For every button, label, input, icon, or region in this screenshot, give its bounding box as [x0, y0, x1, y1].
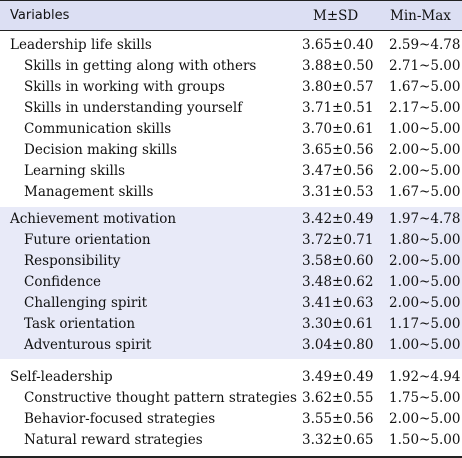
mean-sd-value: 3.31±0.53 [302, 184, 374, 200]
min-max-value: 1.67~5.00 [389, 79, 461, 95]
variable-label: Management skills [24, 184, 154, 200]
variable-label: Task orientation [24, 316, 136, 332]
variable-label: Constructive thought pattern strategies [24, 390, 297, 406]
variable-label: Natural reward strategies [24, 432, 203, 448]
table-row: Management skills 3.31±0.53 1.67~5.00 [0, 182, 462, 203]
min-max-value: 2.00~5.00 [389, 142, 461, 158]
mean-sd-value: 3.72±0.71 [302, 232, 374, 248]
min-max-value: 2.17~5.00 [389, 100, 461, 116]
header-mean-sd: M±SD [313, 8, 359, 24]
variable-label: Skills in understanding yourself [24, 100, 243, 116]
variable-label: Decision making skills [24, 142, 178, 158]
table-section: Achievement motivation 3.42±0.49 1.97~4.78… [0, 207, 462, 359]
table-row: Behavior-focused strategies 3.55±0.56 2.00… [0, 409, 462, 430]
table-row: Future orientation 3.72±0.71 1.80~5.00 [0, 230, 462, 251]
mean-sd-value: 3.88±0.50 [302, 58, 374, 74]
mean-sd-value: 3.70±0.61 [302, 121, 374, 137]
table-row: Adventurous spirit 3.04±0.80 1.00~5.00 [0, 335, 462, 356]
variable-label: Learning skills [24, 163, 126, 179]
min-max-value: 1.92~4.94 [389, 369, 461, 385]
mean-sd-value: 3.58±0.60 [302, 253, 374, 269]
table-section: Leadership life skills 3.65±0.40 2.59~4.78… [0, 33, 462, 205]
table-row: Responsibility 3.58±0.60 2.00~5.00 [0, 251, 462, 272]
mean-sd-value: 3.49±0.49 [302, 369, 374, 385]
mean-sd-value: 3.55±0.56 [302, 411, 374, 427]
mean-sd-value: 3.41±0.63 [302, 295, 374, 311]
min-max-value: 1.50~5.00 [389, 432, 461, 448]
section-heading-row: Achievement motivation 3.42±0.49 1.97~4.78 [0, 209, 462, 230]
header-variables: Variables [10, 8, 70, 23]
table-header: Variables M±SD Min-Max [0, 0, 462, 31]
table-row: Skills in working with groups 3.80±0.57 1.… [0, 77, 462, 98]
min-max-value: 1.17~5.00 [389, 316, 461, 332]
table-row: Skills in understanding yourself 3.71±0.5… [0, 98, 462, 119]
section-name: Self-leadership [10, 369, 113, 385]
min-max-value: 1.75~5.00 [389, 390, 461, 406]
min-max-value: 1.67~5.00 [389, 184, 461, 200]
mean-sd-value: 3.71±0.51 [302, 100, 374, 116]
mean-sd-value: 3.65±0.56 [302, 142, 374, 158]
header-min-max: Min-Max [390, 8, 451, 24]
mean-sd-value: 3.04±0.80 [302, 337, 374, 353]
section-heading-row: Leadership life skills 3.65±0.40 2.59~4.78 [0, 35, 462, 56]
variable-label: Future orientation [24, 232, 151, 248]
min-max-value: 2.00~5.00 [389, 163, 461, 179]
min-max-value: 1.00~5.00 [389, 121, 461, 137]
mean-sd-value: 3.80±0.57 [302, 79, 374, 95]
variable-label: Communication skills [24, 121, 172, 137]
variable-label: Skills in getting along with others [24, 58, 257, 74]
min-max-value: 1.00~5.00 [389, 274, 461, 290]
min-max-value: 2.00~5.00 [389, 253, 461, 269]
table-row: Learning skills 3.47±0.56 2.00~5.00 [0, 161, 462, 182]
table-row: Decision making skills 3.65±0.56 2.00~5.00 [0, 140, 462, 161]
min-max-value: 2.71~5.00 [389, 58, 461, 74]
section-name: Leadership life skills [10, 37, 152, 53]
mean-sd-value: 3.65±0.40 [302, 37, 374, 53]
min-max-value: 1.00~5.00 [389, 337, 461, 353]
min-max-value: 2.00~5.00 [389, 411, 461, 427]
table-row: Confidence 3.48±0.62 1.00~5.00 [0, 272, 462, 293]
variable-label: Behavior-focused strategies [24, 411, 216, 427]
section-heading-row: Self-leadership 3.49±0.49 1.92~4.94 [0, 367, 462, 388]
variable-label: Responsibility [24, 253, 121, 269]
variable-label: Challenging spirit [24, 295, 148, 311]
mean-sd-value: 3.32±0.65 [302, 432, 374, 448]
table-row: Communication skills 3.70±0.61 1.00~5.00 [0, 119, 462, 140]
table-row: Task orientation 3.30±0.61 1.17~5.00 [0, 314, 462, 335]
min-max-value: 2.59~4.78 [389, 37, 461, 53]
mean-sd-value: 3.30±0.61 [302, 316, 374, 332]
mean-sd-value: 3.48±0.62 [302, 274, 374, 290]
min-max-value: 1.80~5.00 [389, 232, 461, 248]
min-max-value: 1.97~4.78 [389, 211, 461, 227]
table-bottom-rule [0, 456, 462, 458]
mean-sd-value: 3.42±0.49 [302, 211, 374, 227]
mean-sd-value: 3.62±0.55 [302, 390, 374, 406]
section-name: Achievement motivation [10, 211, 177, 227]
table-row: Constructive thought pattern strategies 3… [0, 388, 462, 409]
table-section: Self-leadership 3.49±0.49 1.92~4.94 Constru… [0, 365, 462, 456]
table-row: Natural reward strategies 3.32±0.65 1.50~5… [0, 430, 462, 451]
min-max-value: 2.00~5.00 [389, 295, 461, 311]
variable-label: Confidence [24, 274, 102, 290]
table-row: Skills in getting along with others 3.88±… [0, 56, 462, 77]
mean-sd-value: 3.47±0.56 [302, 163, 374, 179]
table-row: Challenging spirit 3.41±0.63 2.00~5.00 [0, 293, 462, 314]
variable-label: Adventurous spirit [24, 337, 152, 353]
variable-label: Skills in working with groups [24, 79, 225, 95]
